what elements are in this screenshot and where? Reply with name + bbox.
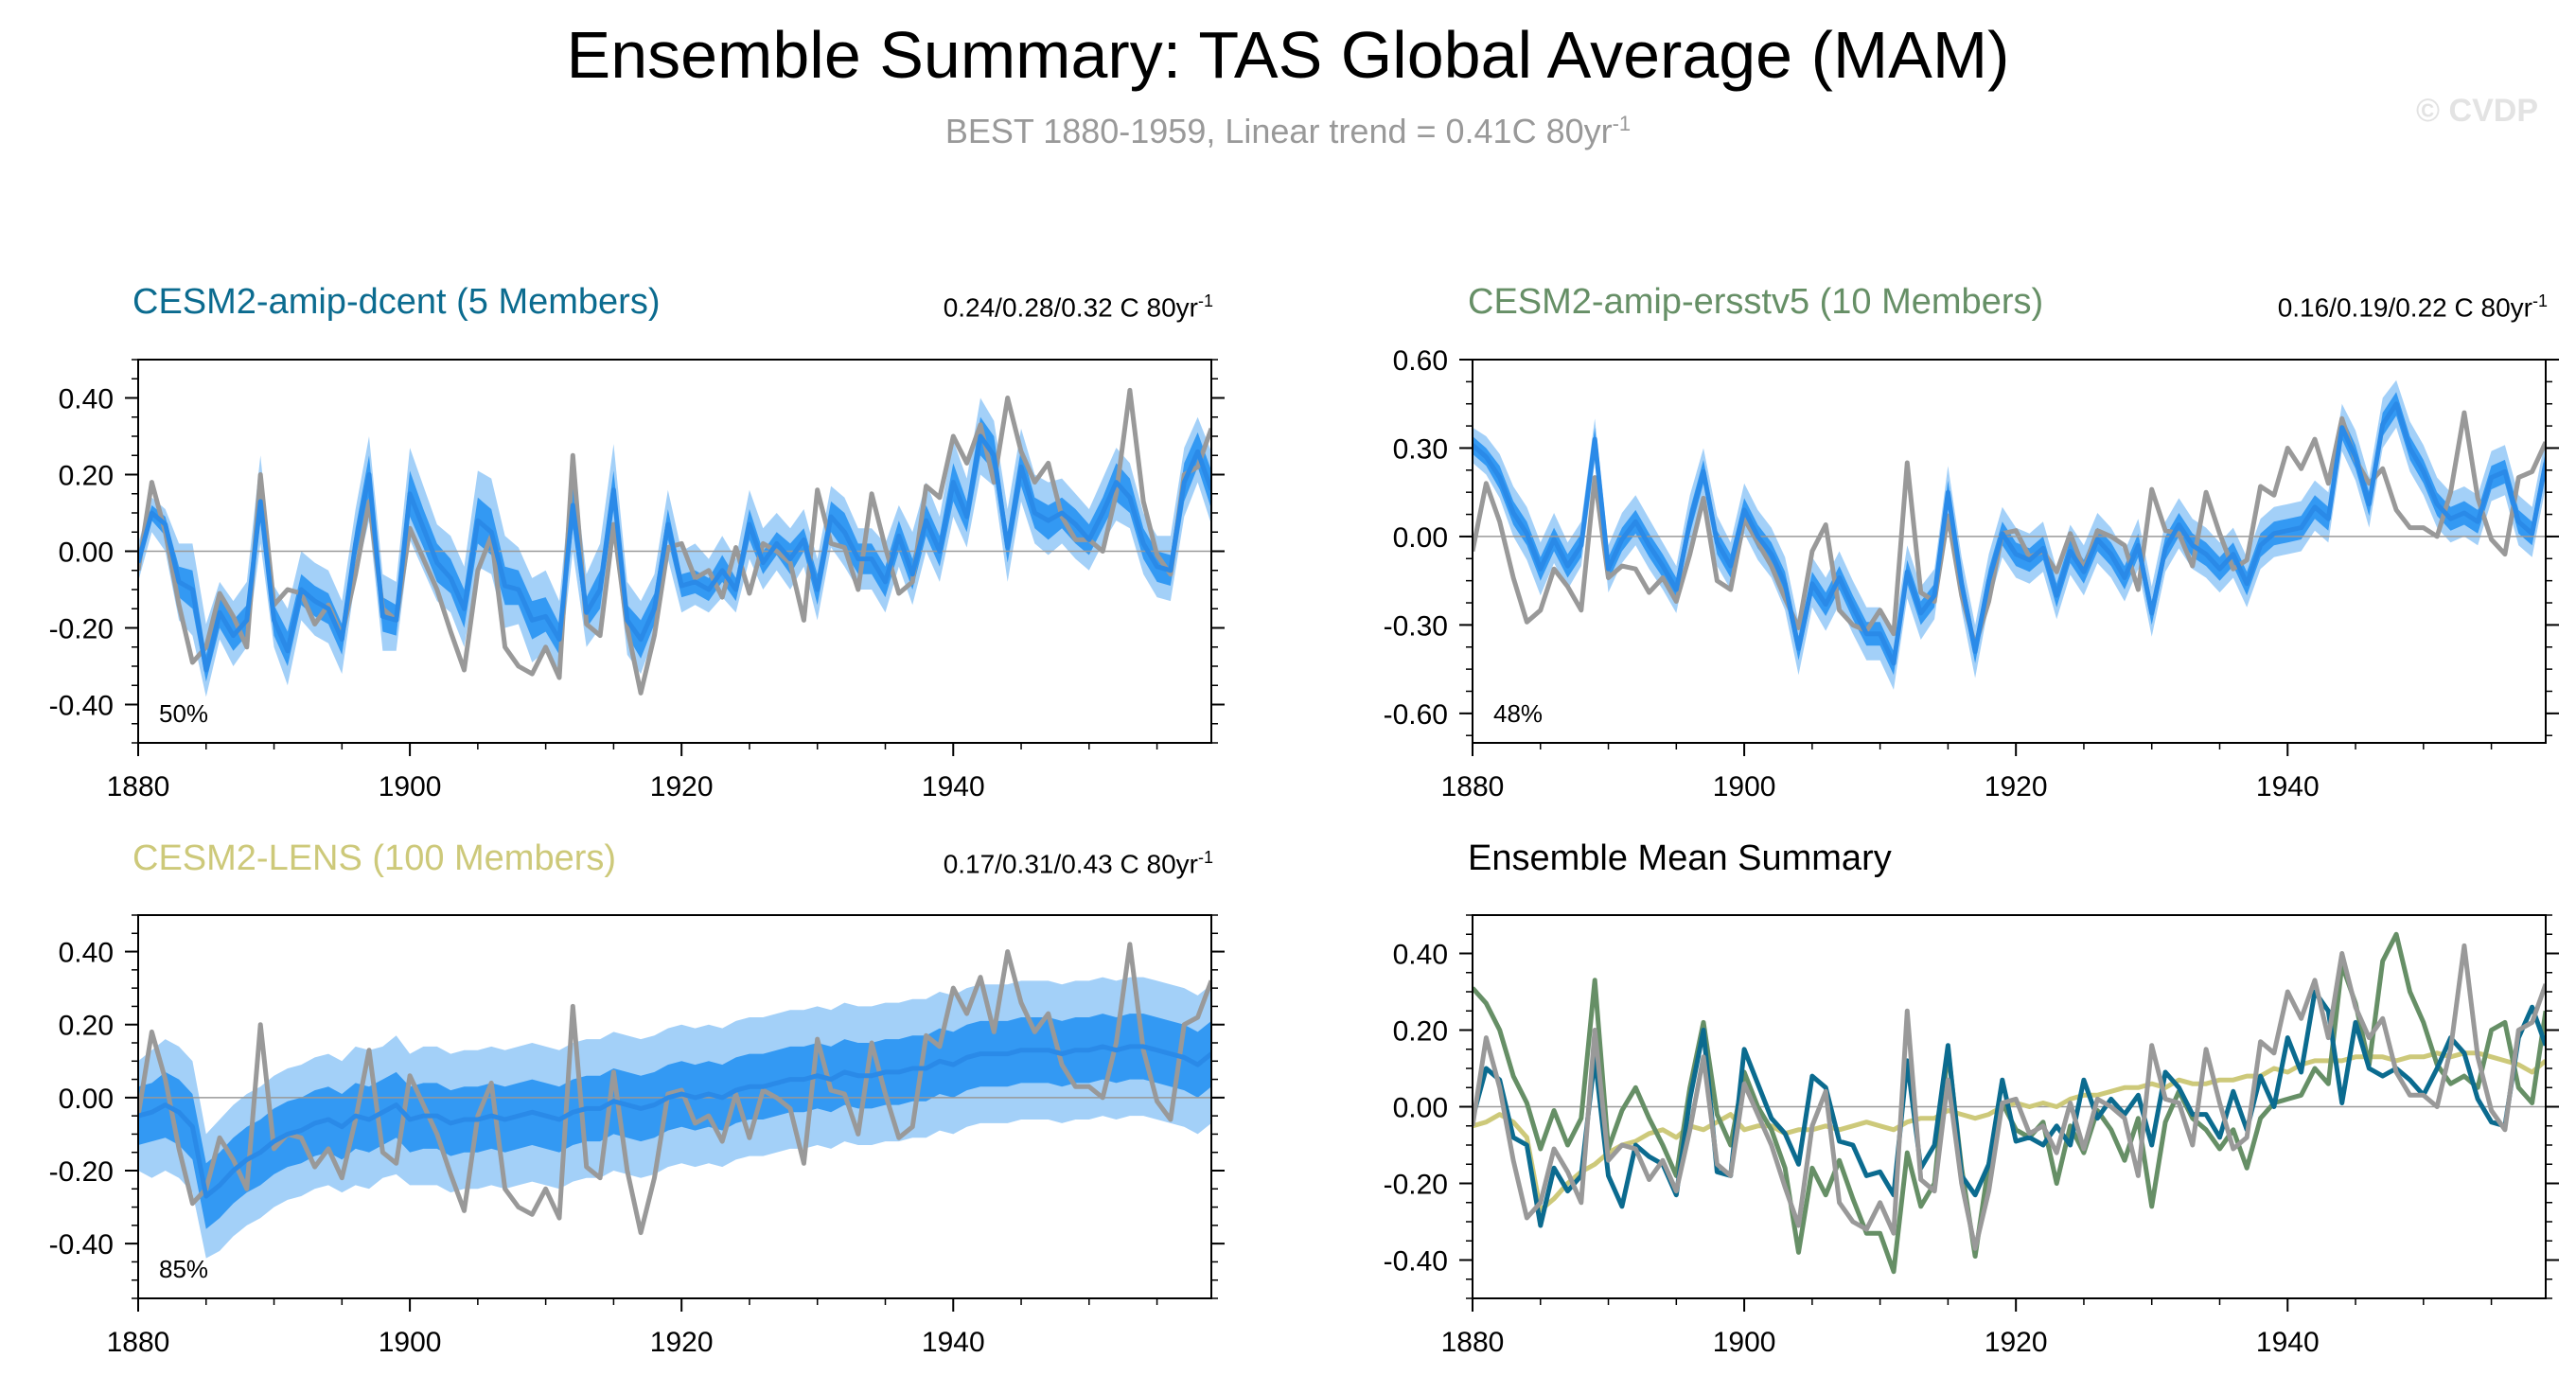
main-subtitle: BEST 1880-1959, Linear trend = 0.41C 80y… xyxy=(0,112,2576,151)
series-observed xyxy=(138,942,1211,1236)
plot-area xyxy=(1473,379,2546,690)
panel-title-lens: CESM2-LENS (100 Members) xyxy=(132,838,617,878)
y-tick-label: -0.40 xyxy=(1384,1246,1448,1278)
y-tick-label: -0.20 xyxy=(49,614,114,645)
watermark: © CVDP xyxy=(2416,93,2538,129)
plot-area xyxy=(1473,931,2546,1275)
y-tick-label: 0.40 xyxy=(59,938,114,969)
chart-panel-2: 0.40 0.20 0.00 -0.20 -0.40 1880 1900 1920 1940 85… xyxy=(49,914,1225,1358)
y-tick-label: -0.40 xyxy=(49,691,114,722)
x-tick-label: 1900 xyxy=(1713,771,1776,802)
chart-panel-3: 0.40 0.20 0.00 -0.20 -0.40 1880 1900 1920 1940 xyxy=(1384,914,2559,1358)
x-tick-label: 1880 xyxy=(107,771,170,802)
x-tick-label: 1880 xyxy=(1441,771,1505,802)
trend-superscript: -1 xyxy=(1197,848,1213,867)
series-obs xyxy=(1473,943,2546,1251)
percent-label: 48% xyxy=(1493,699,1543,728)
series-ensemble-mean xyxy=(1473,401,2546,666)
x-tick-label: 1900 xyxy=(379,771,442,802)
x-tick-label: 1940 xyxy=(922,771,985,802)
trend-superscript: -1 xyxy=(1197,291,1213,310)
panel-trend-dcent: 0.24/0.28/0.32 C 80yr-1 xyxy=(944,291,1213,323)
y-tick-label: 0.40 xyxy=(1393,940,1448,971)
subtitle-superscript: -1 xyxy=(1612,112,1632,135)
y-tick-label: 0.20 xyxy=(59,461,114,492)
x-tick-label: 1900 xyxy=(1713,1327,1776,1358)
trend-text: 0.16/0.19/0.22 C 80yr xyxy=(2277,292,2532,323)
x-tick-label: 1940 xyxy=(2256,771,2320,802)
series-observed xyxy=(1473,410,2546,648)
x-tick-label: 1880 xyxy=(107,1327,170,1358)
chart-panel-1: 0.60 0.30 0.00 -0.30 -0.60 1880 1900 1920 1940 48… xyxy=(1384,345,2559,802)
series-ensemble-mean xyxy=(138,1044,1211,1199)
x-tick-label: 1920 xyxy=(650,771,714,802)
series-ensemble-mean xyxy=(138,433,1211,673)
panel-trend-ersstv5: 0.16/0.19/0.22 C 80yr-1 xyxy=(2278,291,2548,323)
panel-title-ersstv5: CESM2-amip-ersstv5 (10 Members) xyxy=(1468,282,2044,322)
chart-panel-0: 0.40 0.20 0.00 -0.20 -0.40 1880 1900 1920 1940 50… xyxy=(49,359,1225,802)
percent-label: 85% xyxy=(159,1255,208,1283)
y-tick-label: 0.20 xyxy=(59,1011,114,1042)
x-tick-label: 1900 xyxy=(379,1327,442,1358)
trend-text: 0.24/0.28/0.32 C 80yr xyxy=(943,292,1198,323)
series-cesm2_amip_dcent xyxy=(1473,989,2546,1228)
trend-superscript: -1 xyxy=(2532,291,2548,310)
x-tick-label: 1940 xyxy=(2256,1327,2320,1358)
main-title: Ensemble Summary: TAS Global Average (MA… xyxy=(566,18,2010,92)
x-tick-label: 1920 xyxy=(1985,771,2048,802)
plot-area xyxy=(138,387,1211,697)
x-tick-label: 1920 xyxy=(650,1327,714,1358)
plot-frame xyxy=(1472,359,2547,744)
y-tick-label: 0.00 xyxy=(1393,522,1448,554)
y-tick-label: -0.30 xyxy=(1384,610,1448,642)
x-tick-label: 1880 xyxy=(1441,1327,1505,1358)
y-tick-label: 0.60 xyxy=(1393,345,1448,377)
plot-area xyxy=(138,942,1211,1259)
y-tick-label: 0.00 xyxy=(59,538,114,569)
panel-title-dcent: CESM2-amip-dcent (5 Members) xyxy=(132,282,661,322)
plot-frame xyxy=(137,914,1212,1299)
y-tick-label: -0.20 xyxy=(49,1156,114,1188)
x-tick-label: 1940 xyxy=(922,1327,985,1358)
y-tick-label: 0.20 xyxy=(1393,1016,1448,1048)
subtitle-text: BEST 1880-1959, Linear trend = 0.41C 80y… xyxy=(944,112,1613,150)
y-tick-label: -0.40 xyxy=(49,1229,114,1261)
y-tick-label: 0.30 xyxy=(1393,433,1448,465)
trend-text: 0.17/0.31/0.43 C 80yr xyxy=(943,849,1198,879)
percent-label: 50% xyxy=(159,699,208,728)
panel-trend-lens: 0.17/0.31/0.43 C 80yr-1 xyxy=(944,848,1213,879)
y-tick-label: 0.00 xyxy=(59,1084,114,1115)
y-tick-label: -0.60 xyxy=(1384,699,1448,731)
y-tick-label: -0.20 xyxy=(1384,1170,1448,1201)
x-tick-label: 1920 xyxy=(1985,1327,2048,1358)
panel-title-mean-summary: Ensemble Mean Summary xyxy=(1468,838,1892,878)
band-inner xyxy=(138,1014,1211,1229)
y-tick-label: 0.40 xyxy=(59,384,114,415)
y-tick-label: 0.00 xyxy=(1393,1093,1448,1124)
